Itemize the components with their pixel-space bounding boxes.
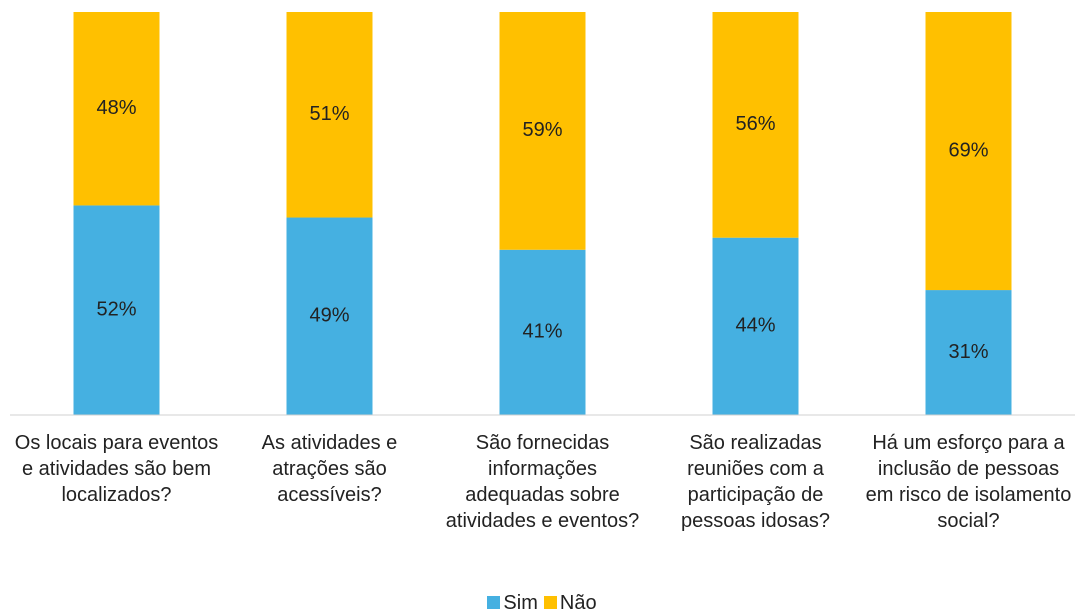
legend: Sim Não <box>0 592 1084 615</box>
legend-label: Sim <box>503 592 538 614</box>
bar-segment <box>925 12 1012 291</box>
x-tick-label: As atividades e atrações são acessíveis? <box>261 432 398 506</box>
legend-swatch <box>543 596 557 609</box>
data-label: 31% <box>948 341 988 363</box>
data-label: 44% <box>735 315 775 337</box>
data-label: 41% <box>522 321 562 343</box>
data-label: 48% <box>96 97 136 119</box>
bar-segment <box>73 12 160 206</box>
bar-segment <box>286 12 373 218</box>
data-label: 69% <box>948 139 988 161</box>
x-tick-label: São realizadas reuniões com a participaç… <box>681 432 830 532</box>
x-tick-label: Há um esforço para a inclusão de pessoas… <box>865 432 1072 532</box>
data-label: 59% <box>522 119 562 141</box>
bar-segment <box>499 12 586 250</box>
x-tick-label: São fornecidas informações adequadas sob… <box>445 432 640 532</box>
legend-item: Não <box>543 592 597 614</box>
bar-segment <box>286 217 373 415</box>
legend-swatch <box>487 596 501 609</box>
data-label: 52% <box>96 299 136 321</box>
bar-segment <box>712 237 799 415</box>
bar-segment <box>925 290 1012 415</box>
legend-item: Sim <box>487 592 538 614</box>
x-tick-label: Os locais para eventos e atividades são … <box>14 432 219 506</box>
legend-label: Não <box>559 592 597 614</box>
data-label: 49% <box>309 305 349 327</box>
data-label: 56% <box>735 113 775 135</box>
data-label: 51% <box>309 103 349 125</box>
bar-segment <box>499 249 586 415</box>
bar-segment <box>712 12 799 238</box>
bar-segment <box>73 205 160 415</box>
